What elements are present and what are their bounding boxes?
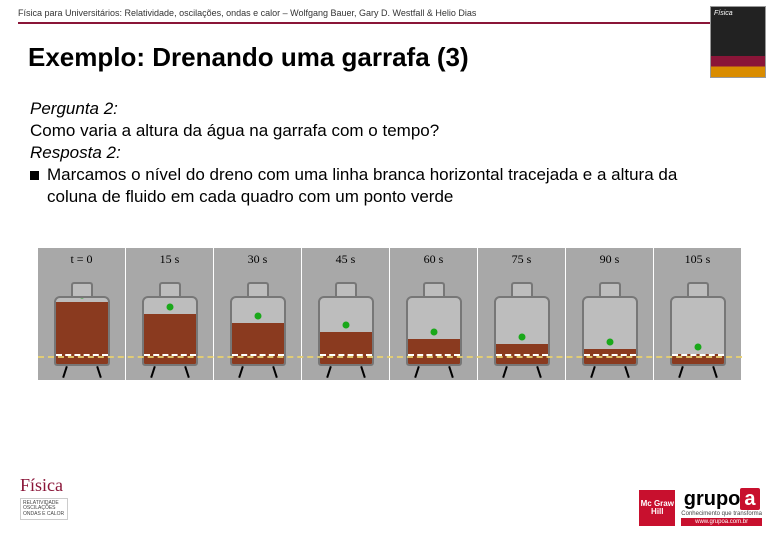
footer-brand: Física bbox=[20, 475, 100, 496]
frames-strip: t = 0 15 s 30 s 45 s 60 s 75 s 90 s 105 s bbox=[38, 248, 742, 380]
time-label: t = 0 bbox=[70, 252, 92, 267]
grupo-a-letter: a bbox=[740, 488, 759, 510]
bottle bbox=[318, 282, 374, 366]
body-text: Pergunta 2: Como varia a altura da água … bbox=[30, 98, 730, 208]
footer-subtitle: RELATIVIDADE OSCILAÇÕES ONDAS E CALOR bbox=[20, 498, 68, 521]
grupo-url: www.grupoa.com.br bbox=[681, 518, 762, 526]
time-label: 45 s bbox=[336, 252, 356, 267]
fluid bbox=[408, 339, 460, 364]
mcgraw-hill-logo: Mc Graw Hill bbox=[639, 490, 675, 526]
time-label: 105 s bbox=[685, 252, 711, 267]
fluid-level-dot bbox=[606, 339, 613, 346]
stand bbox=[586, 366, 634, 378]
stand bbox=[322, 366, 370, 378]
book-cover-thumbnail: Física bbox=[710, 6, 766, 78]
frame: 15 s bbox=[126, 248, 214, 380]
fluid-level-dot bbox=[694, 343, 701, 350]
footer-left-logo: Física RELATIVIDADE OSCILAÇÕES ONDAS E C… bbox=[20, 475, 100, 521]
fluid-level-dot bbox=[342, 321, 349, 328]
time-label: 90 s bbox=[600, 252, 620, 267]
bottle bbox=[230, 282, 286, 366]
bullet-text: Marcamos o nível do dreno com uma linha … bbox=[47, 164, 730, 208]
stand bbox=[674, 366, 722, 378]
question-text: Como varia a altura da água na garrafa c… bbox=[30, 120, 730, 142]
header-rule bbox=[18, 22, 718, 24]
fluid bbox=[232, 323, 284, 364]
bullet-square-icon bbox=[30, 171, 39, 180]
footer-right: Mc Graw Hill grupoa Conhecimento que tra… bbox=[639, 488, 762, 526]
stand bbox=[234, 366, 282, 378]
time-label: 75 s bbox=[512, 252, 532, 267]
bottle bbox=[494, 282, 550, 366]
bottle bbox=[670, 282, 726, 366]
slide-title: Exemplo: Drenando uma garrafa (3) bbox=[28, 42, 469, 73]
bottle bbox=[54, 282, 110, 366]
frame: 90 s bbox=[566, 248, 654, 380]
frame: 105 s bbox=[654, 248, 742, 380]
fluid-level-dot bbox=[166, 303, 173, 310]
grupo-a-logo: grupoa Conhecimento que transforma www.g… bbox=[681, 488, 762, 526]
fluid-level-dot bbox=[518, 334, 525, 341]
header-text: Física para Universitários: Relatividade… bbox=[18, 8, 718, 18]
book-cover-title: Física bbox=[711, 7, 765, 20]
frame: t = 0 bbox=[38, 248, 126, 380]
time-label: 15 s bbox=[160, 252, 180, 267]
stand bbox=[146, 366, 194, 378]
bottle bbox=[406, 282, 462, 366]
fluid-level-dot bbox=[430, 328, 437, 335]
answer-label: Resposta 2: bbox=[30, 142, 730, 164]
time-label: 60 s bbox=[424, 252, 444, 267]
stand bbox=[410, 366, 458, 378]
fluid-level-dot bbox=[78, 296, 85, 299]
frame: 30 s bbox=[214, 248, 302, 380]
fluid bbox=[320, 332, 372, 364]
question-label: Pergunta 2: bbox=[30, 98, 730, 120]
grupo-label: grupo bbox=[684, 488, 741, 510]
bottle bbox=[142, 282, 198, 366]
time-label: 30 s bbox=[248, 252, 268, 267]
drain-line-global bbox=[38, 356, 742, 358]
stand bbox=[58, 366, 106, 378]
grupo-tagline: Conhecimento que transforma bbox=[681, 511, 762, 517]
frame: 45 s bbox=[302, 248, 390, 380]
fluid-level-dot bbox=[254, 313, 261, 320]
frame: 75 s bbox=[478, 248, 566, 380]
stand bbox=[498, 366, 546, 378]
bottle bbox=[582, 282, 638, 366]
frame: 60 s bbox=[390, 248, 478, 380]
